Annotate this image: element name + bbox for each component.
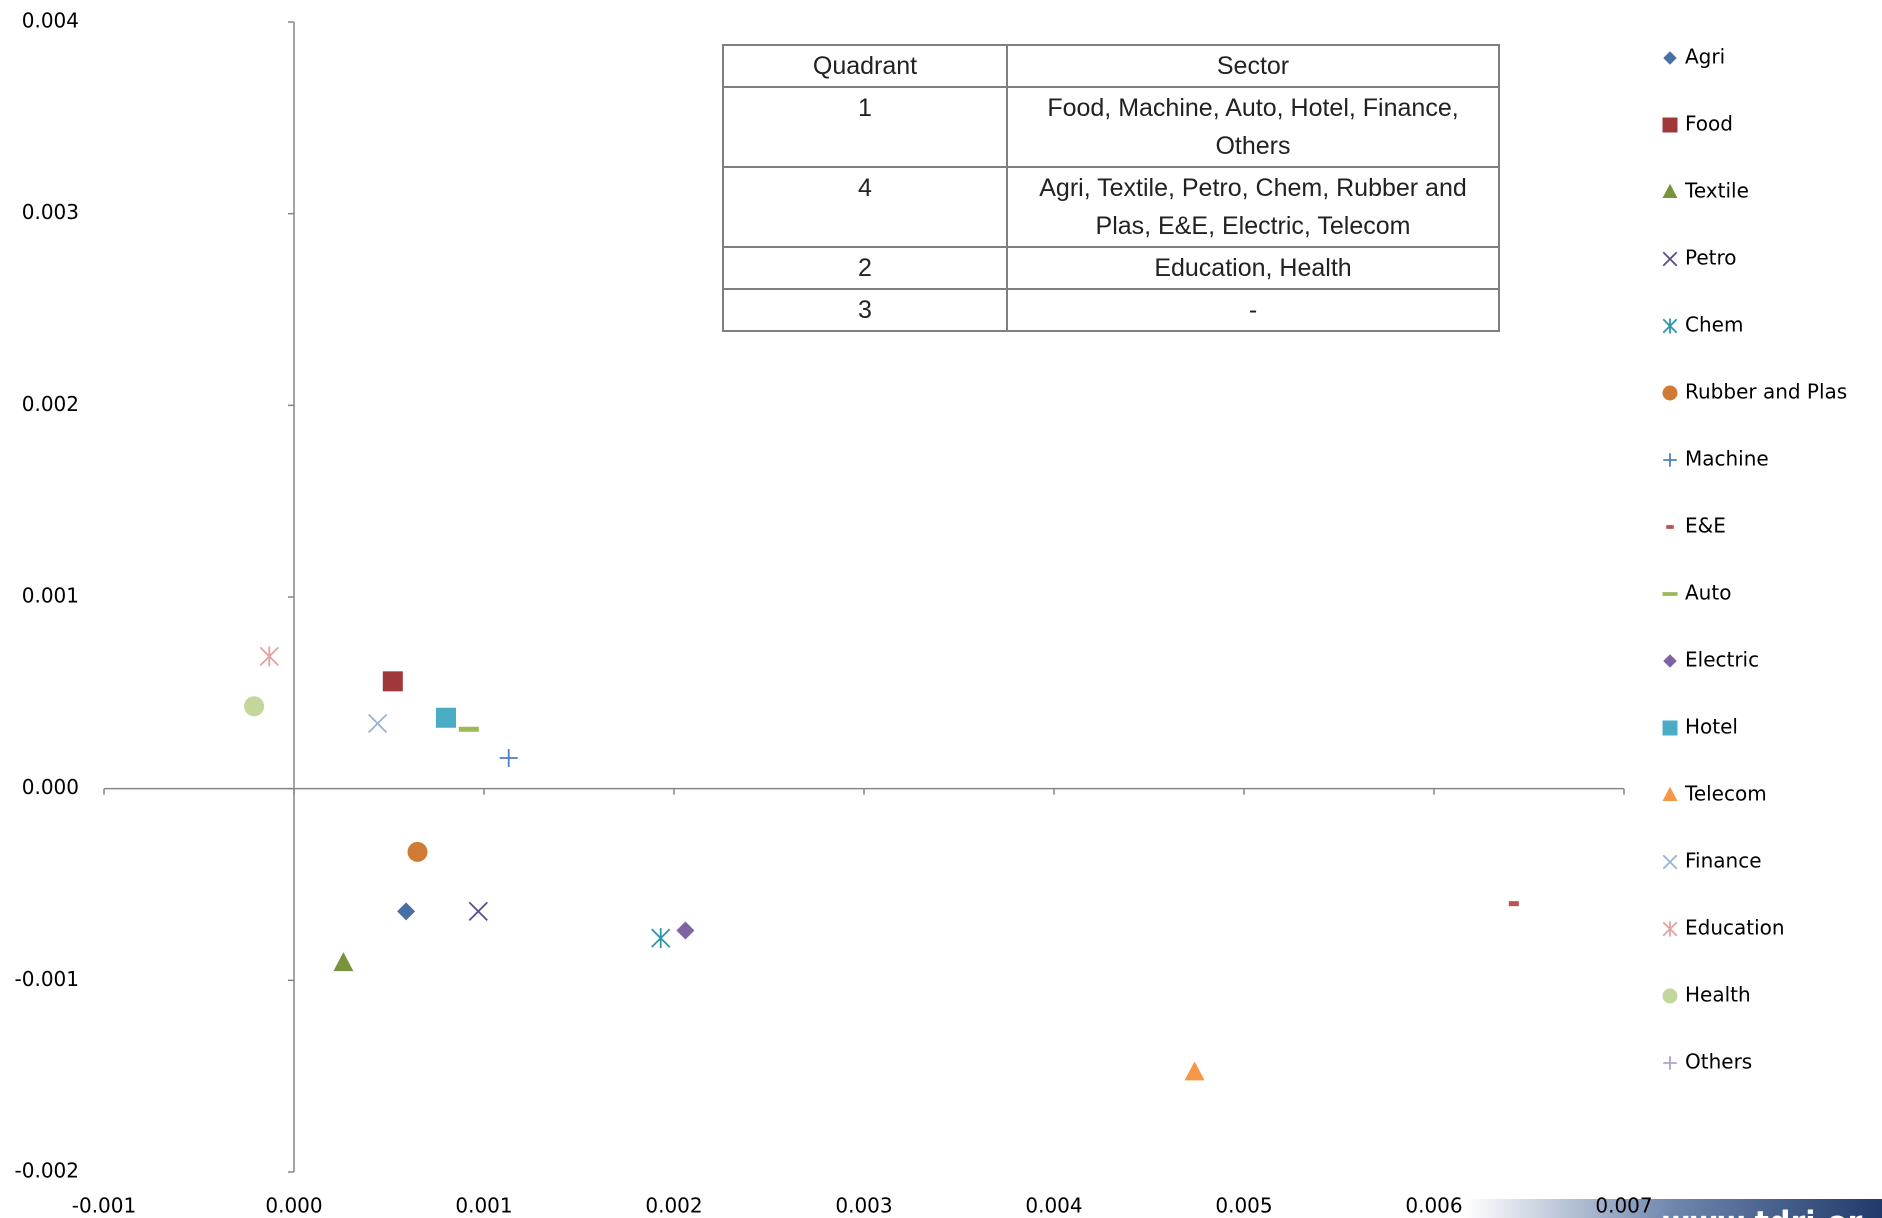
x-tick-label: 0.005 [1215,1194,1272,1218]
legend-marker [1663,654,1677,668]
table-cell: 4 [722,166,1008,248]
legend-label: Rubber and Plas [1685,380,1847,404]
legend-marker [1663,1056,1677,1070]
legend-label: Petro [1685,246,1737,270]
watermark-bar [1464,1199,1882,1218]
legend-marker [1662,786,1678,801]
legend-label: Others [1685,1050,1752,1074]
point [676,921,695,940]
legend-marker [1662,592,1678,596]
x-tick-label: 0.004 [1025,1194,1082,1218]
y-tick-label: 0.001 [22,584,79,608]
point [397,902,416,921]
legend-marker [1662,318,1678,334]
x-tick-label: 0.000 [265,1194,322,1218]
legend-label: Food [1685,112,1733,136]
table-cell: - [1006,288,1500,332]
quadrant-table: Quadrant Sector 1 Food, Machine, Auto, Ho… [722,44,1500,332]
table-header: Quadrant Sector [722,44,1500,88]
legend-marker [1662,921,1678,937]
table-cell: Education, Health [1006,246,1500,290]
watermark: www.tdri.or [1662,1206,1863,1218]
legend-label: Hotel [1685,715,1738,739]
point [458,726,479,732]
legend-marker [1666,525,1674,529]
point [436,707,456,728]
x-tick-label: 0.002 [645,1194,702,1218]
legend-marker [1663,51,1677,65]
legend-label: Agri [1685,45,1725,69]
point [1184,1061,1205,1081]
point [367,713,388,734]
legend-marker [1662,854,1678,870]
legend-label: Electric [1685,648,1759,672]
point [1508,901,1519,907]
x-tick-label: -0.001 [72,1194,136,1218]
point [468,901,488,921]
y-tick-label: -0.001 [15,967,79,991]
legend-label: Finance [1685,849,1762,873]
y-tick-label: 0.002 [22,392,79,416]
y-tick-label: 0.000 [22,775,79,799]
legend-marker [1663,453,1677,467]
table-cell: 1 [722,86,1008,168]
x-tick-label: 0.001 [455,1194,512,1218]
table-row: 1 Food, Machine, Auto, Hotel, Finance, Ot… [722,86,1500,168]
legend-marker [1662,385,1678,401]
table-row: 4 Agri, Textile, Petro, Chem, Rubber and … [722,166,1500,248]
legend-marker [1662,988,1678,1004]
y-tick-label: 0.004 [22,9,79,33]
point [259,646,279,667]
table-cell: Food, Machine, Auto, Hotel, Finance, Oth… [1006,86,1500,168]
table-header-cell: Quadrant [722,44,1008,88]
legend-marker [1662,183,1678,198]
table-row: 2 Education, Health [722,246,1500,290]
point [244,696,265,717]
table-cell: 3 [722,288,1008,332]
x-tick-label: 0.006 [1405,1194,1462,1218]
table-header-cell: Sector [1006,44,1500,88]
legend-label: Textile [1684,179,1749,203]
y-tick-label: -0.002 [15,1159,79,1183]
point [333,952,354,972]
point [407,841,428,862]
legend-marker [1662,720,1678,736]
legend-label: Machine [1685,447,1769,471]
x-tick-label: 0.007 [1595,1194,1652,1218]
table-row: 3- [722,288,1500,332]
x-tick-label: 0.003 [835,1194,892,1218]
point [651,928,671,949]
legend-label: Telecom [1684,782,1767,806]
y-tick-label: 0.003 [22,200,79,224]
legend-label: E&E [1685,514,1726,538]
legend-label: Auto [1685,581,1731,605]
point [499,749,518,767]
legend-marker [1662,251,1678,267]
legend-label: Education [1685,916,1785,940]
table-cell: Agri, Textile, Petro, Chem, Rubber and P… [1006,166,1500,248]
legend-label: Chem [1685,313,1743,337]
point [382,671,403,692]
legend-label: Health [1685,983,1751,1007]
legend-marker [1662,117,1678,133]
table-cell: 2 [722,246,1008,290]
